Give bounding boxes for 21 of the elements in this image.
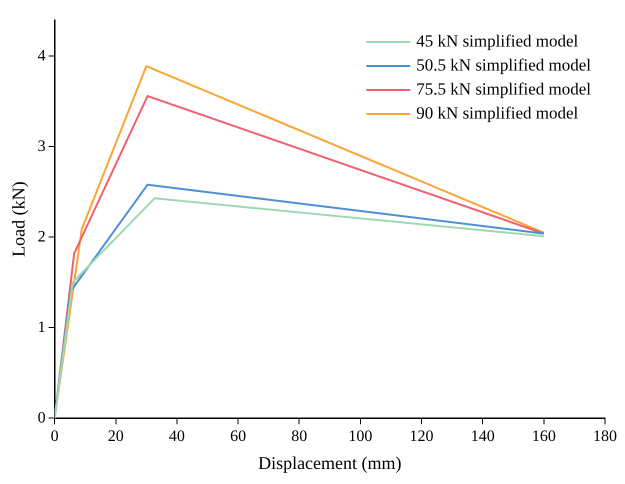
x-tick-label: 140: [470, 428, 495, 446]
x-tick-label: 160: [532, 428, 556, 446]
x-tick-label: 100: [348, 428, 372, 446]
y-tick-label: 4: [38, 47, 46, 64]
x-tick-label: 40: [168, 428, 185, 446]
y-axis-title: Load (kN): [8, 181, 29, 257]
x-axis-title: Displacement (mm): [258, 452, 402, 473]
legend-label: 45 kN simplified model: [416, 31, 579, 50]
y-tick-label: 3: [38, 138, 46, 155]
y-tick-label: 0: [38, 409, 46, 426]
y-tick-label: 2: [38, 228, 46, 246]
x-tick-label: 120: [410, 428, 434, 446]
legend-label: 75.5 kN simplified model: [416, 79, 592, 98]
legend-label: 90 kN simplified model: [416, 103, 579, 122]
x-tick-label: 60: [230, 428, 246, 446]
x-tick-label: 0: [50, 428, 59, 446]
y-tick-label: 1: [38, 318, 46, 336]
legend-label: 50.5 kN simplified model: [416, 55, 592, 74]
x-tick-label: 80: [291, 428, 308, 446]
x-tick-label: 180: [593, 428, 617, 446]
x-tick-label: 20: [108, 428, 124, 446]
